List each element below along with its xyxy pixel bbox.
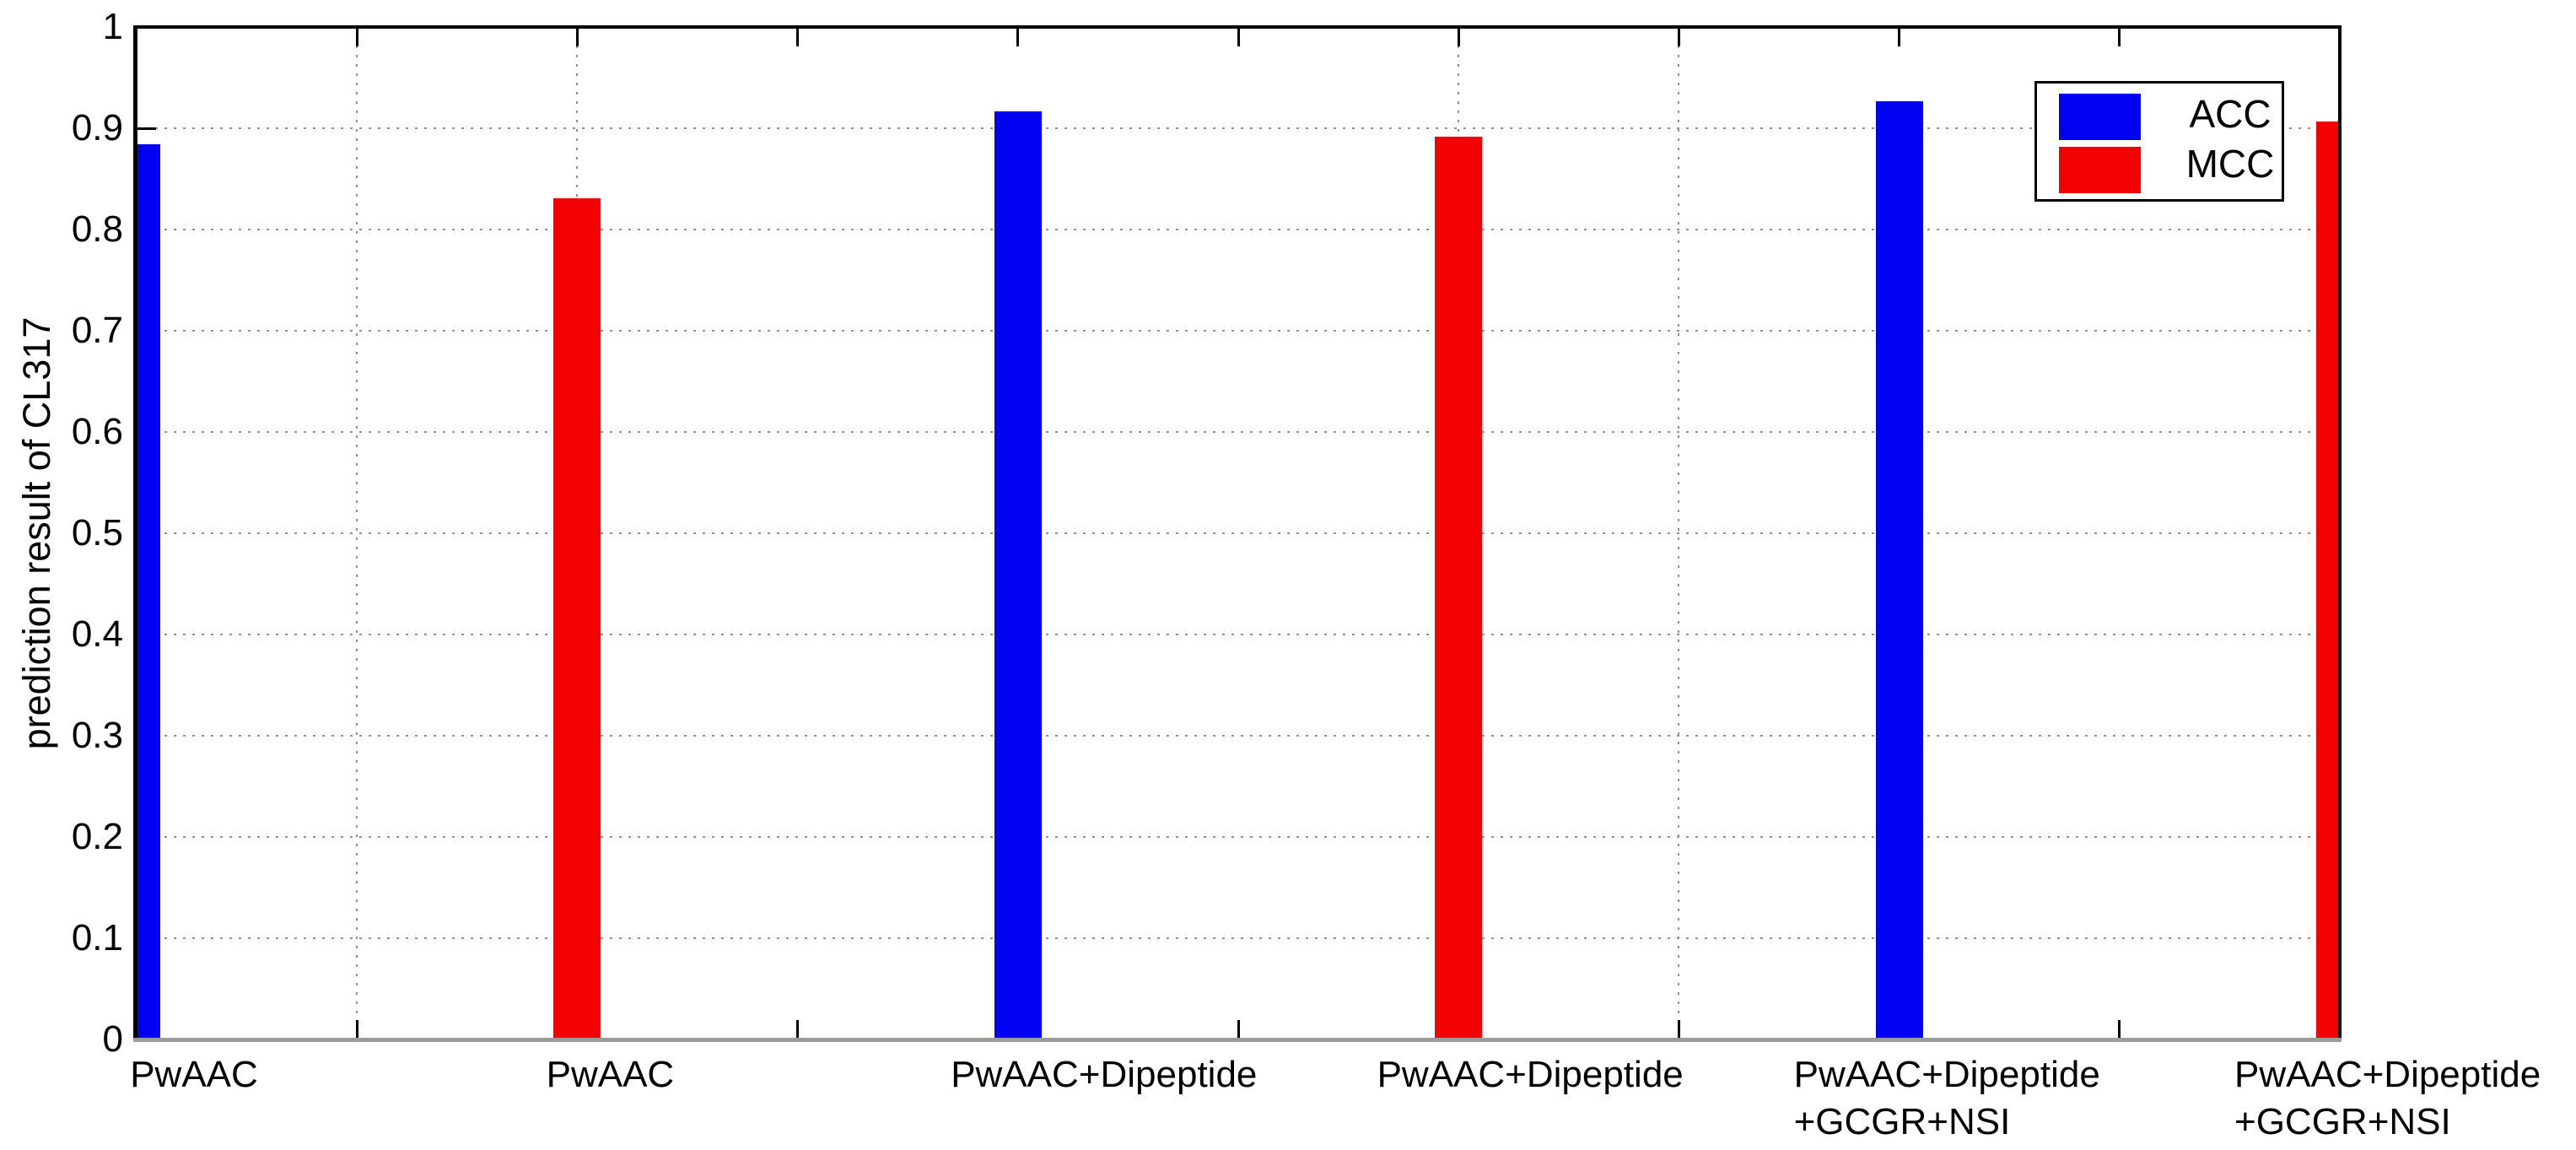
x-axis-line [133,1038,2342,1042]
x-tick-label: PwAAC+Dipeptide +GCGR+NSI [2234,1051,2541,1146]
plot-area [137,27,2340,1039]
y-tick-label: 0.6 [71,411,123,452]
x-tick-top [1898,27,1901,46]
x-tick-bottom [2118,1020,2121,1039]
bar [994,111,1042,1039]
h-gridline [137,735,2340,737]
x-tick-label-line2: +GCGR+NSI [1793,1101,2011,1142]
x-tick-top [575,27,579,46]
x-tick-top [1457,27,1460,46]
x-tick-label-line1: PwAAC+Dipeptide [1793,1054,2100,1095]
bar [1875,100,1923,1039]
x-tick-label-line1: PwAAC+Dipeptide [2234,1054,2541,1095]
x-tick-bottom [355,1020,358,1039]
plot-frame-right [2338,25,2342,1042]
bar [1435,136,1483,1039]
y-tick-label: 1 [102,6,123,47]
x-tick-top [355,27,358,46]
bar [2316,121,2340,1039]
y-tick-label: 0.7 [71,310,123,351]
y-tick-label: 0.2 [71,816,123,857]
x-tick-label: PwAAC+Dipeptide [951,1054,1258,1095]
h-gridline [137,229,2340,230]
legend-label-mcc: MCC [2185,142,2275,186]
h-gridline [137,836,2340,838]
x-tick-label: PwAAC+Dipeptide +GCGR+NSI [1794,1051,2100,1146]
y-axis-line [133,25,137,1042]
y-tick-label: 0.8 [71,208,123,250]
x-tick-bottom [1677,1020,1680,1039]
bar [553,197,601,1039]
x-tick-bottom [796,1020,800,1039]
y-tick-label: 0.4 [71,613,123,655]
h-gridline [137,330,2340,332]
plot-frame-top [133,25,2342,29]
x-tick-top [1237,27,1240,46]
x-tick-bottom [1237,1020,1240,1039]
y-tick-label: 0.1 [71,917,123,958]
h-gridline [137,127,2340,129]
x-tick-label: PwAAC [546,1054,675,1095]
y-tick-label: 0 [102,1018,123,1060]
h-gridline [137,937,2340,939]
v-gridline [356,27,358,1039]
y-tick-label: 0.5 [71,512,123,553]
legend-label-acc: ACC [2189,92,2272,136]
x-tick-top [1677,27,1680,46]
x-tick-label-line2: +GCGR+NSI [2234,1101,2451,1142]
h-gridline [137,634,2340,635]
legend-swatch-mcc [2059,147,2141,193]
x-tick-top [1016,27,1020,46]
y-tick-label: 0.9 [71,107,123,148]
y-tick-left [137,127,156,130]
h-gridline [137,532,2340,534]
legend-swatch-acc [2059,94,2141,140]
v-gridline [1678,27,1680,1039]
x-tick-label: PwAAC [130,1054,258,1095]
x-tick-label: PwAAC+Dipeptide [1377,1054,1684,1095]
legend: ACC MCC [2034,81,2284,202]
x-tick-top [2118,27,2121,46]
x-tick-top [796,27,800,46]
bar [137,144,160,1039]
y-tick-label: 0.3 [71,715,123,756]
h-gridline [137,431,2340,433]
